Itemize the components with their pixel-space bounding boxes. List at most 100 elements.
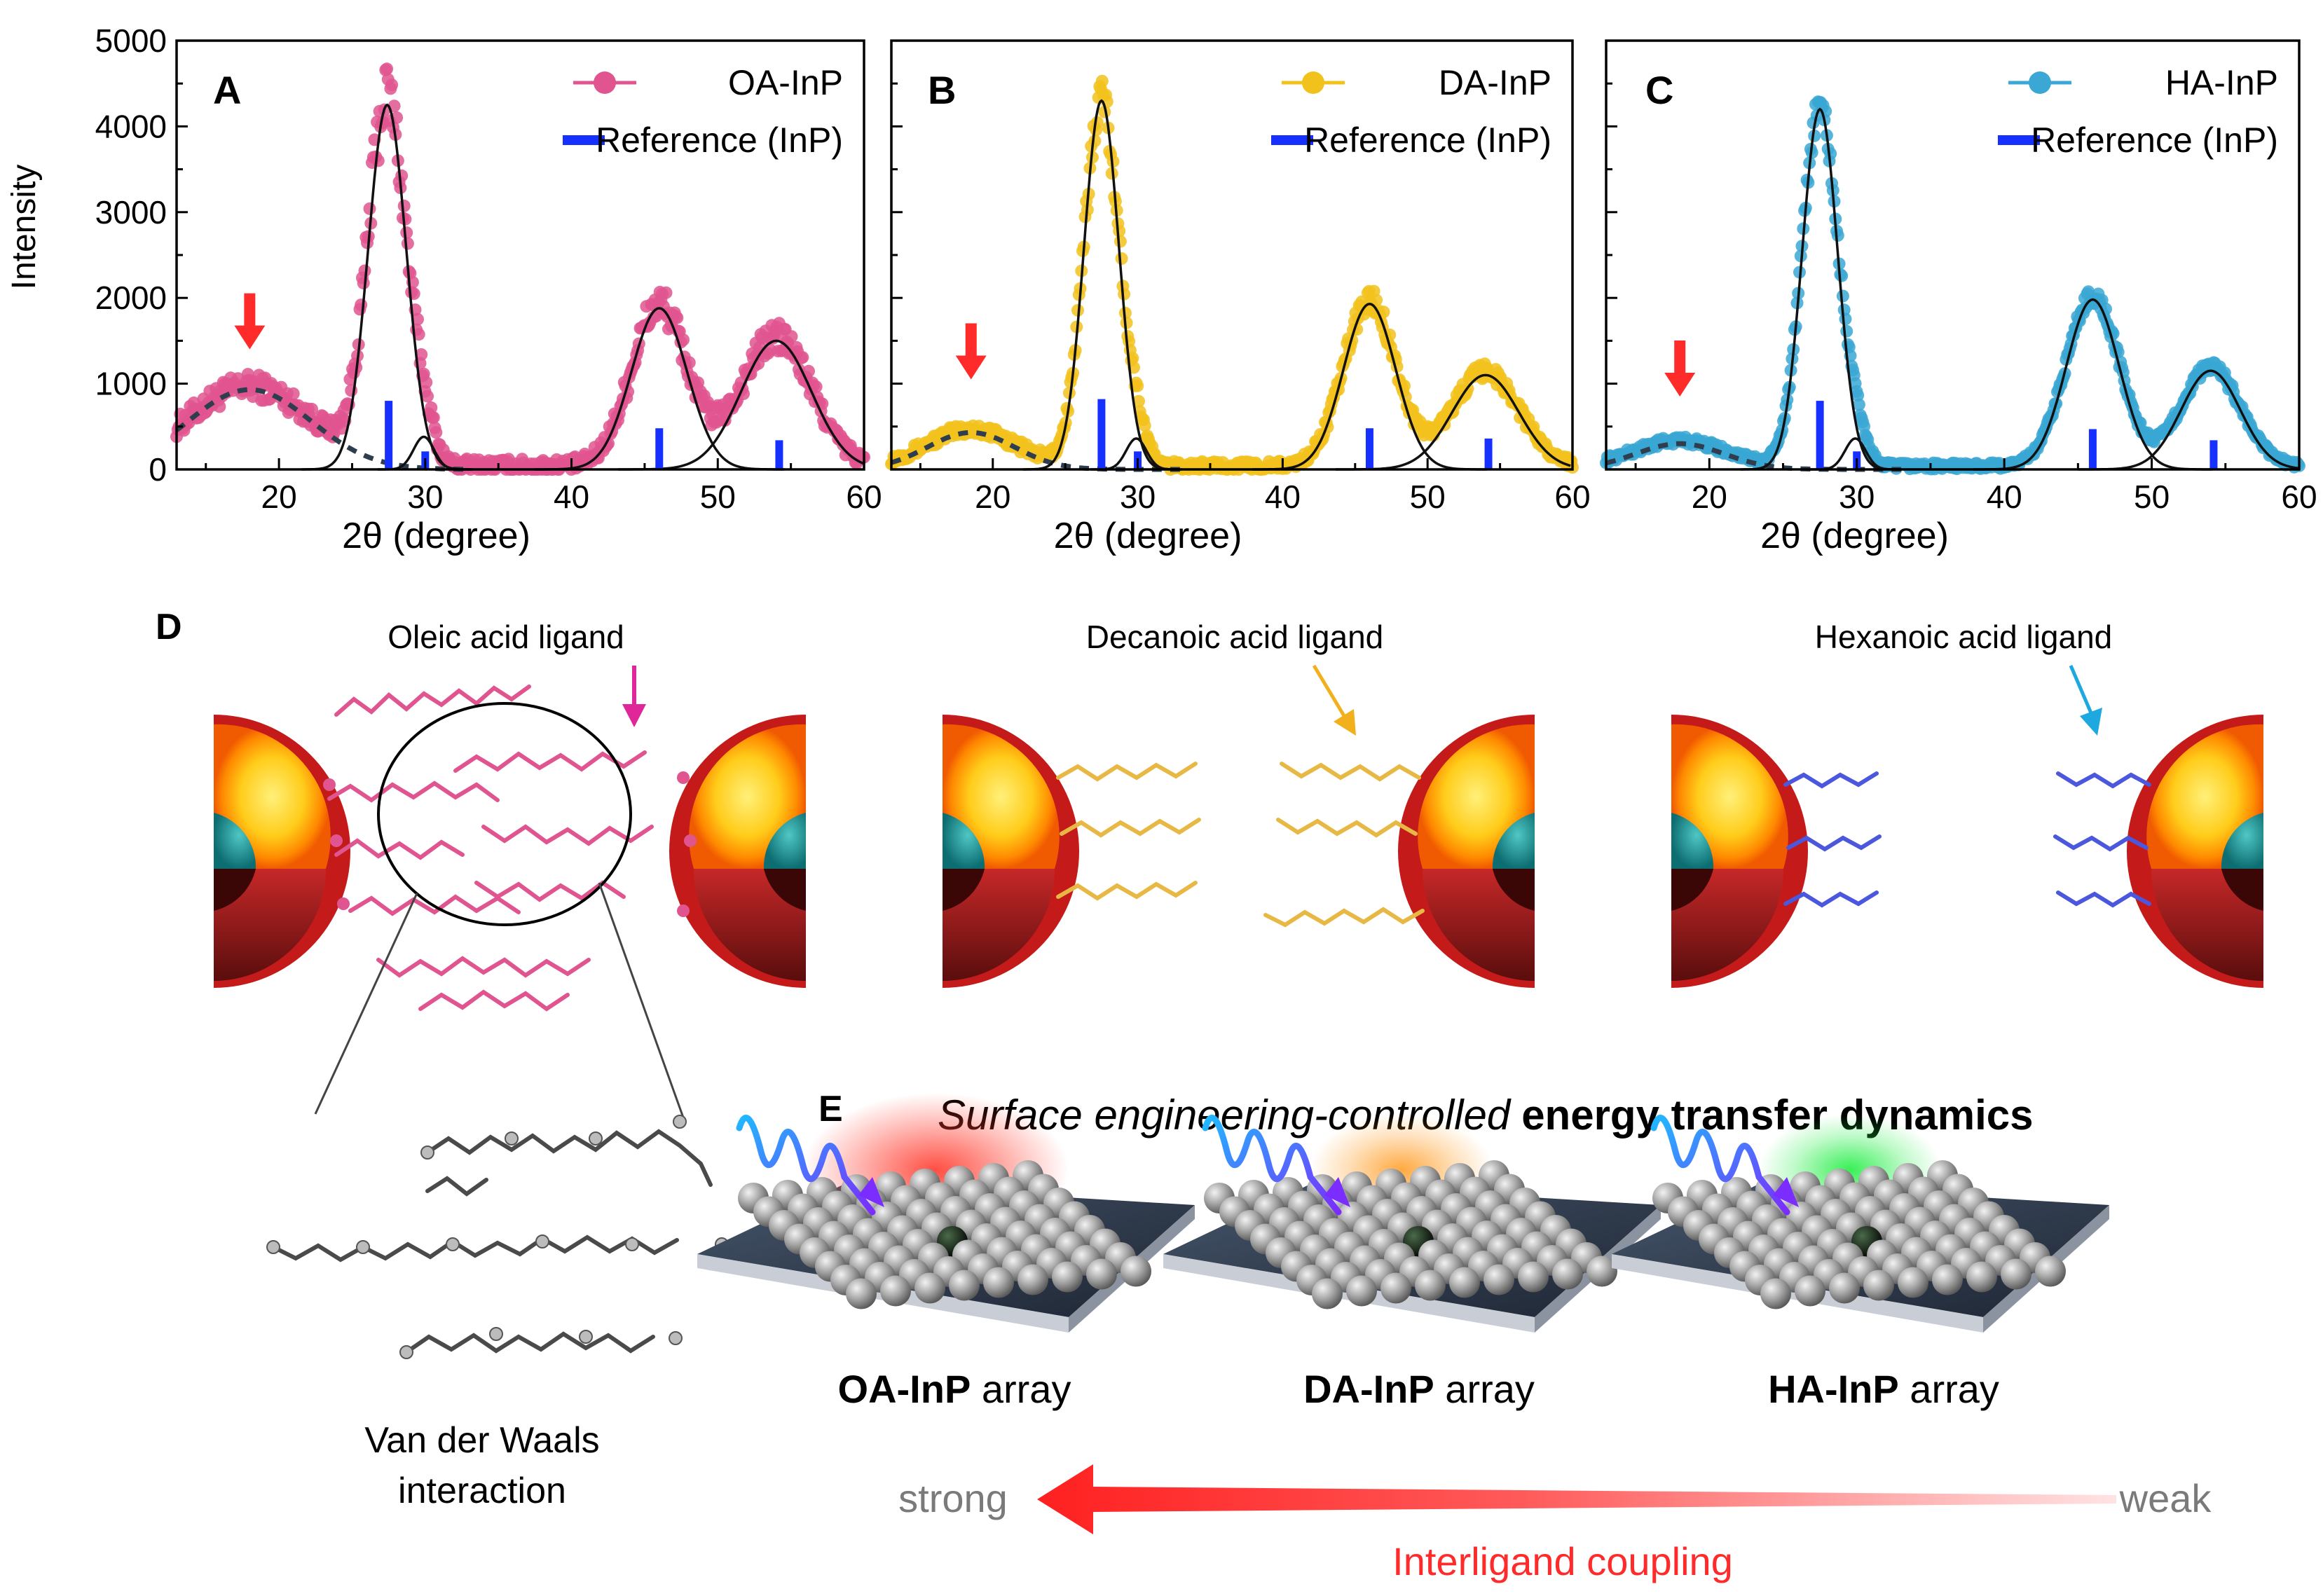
- qd-ball: [2001, 1258, 2031, 1290]
- red-arrow-head: [955, 355, 987, 380]
- da-nanocrystal-pair: Decanoic acid ligand: [943, 619, 1535, 988]
- decanoic-pointer-arrow: [1312, 664, 1348, 720]
- data-point: [802, 364, 815, 378]
- data-point: [1852, 398, 1865, 411]
- peak-fit-curve-2: [1252, 303, 1487, 471]
- data-point: [1062, 386, 1076, 399]
- reference-bar: [2209, 440, 2218, 469]
- reference-bar: [2088, 429, 2097, 469]
- data-point: [1115, 252, 1128, 265]
- qd-array-ha: [1612, 1114, 2109, 1333]
- y-tick-label: 0: [149, 451, 167, 488]
- data-point: [1132, 394, 1145, 408]
- panel-label: A: [213, 68, 241, 112]
- decanoic-pointer-head: [1334, 709, 1356, 736]
- vdw-inset-molecules: [271, 1129, 713, 1354]
- data-point: [1839, 312, 1852, 326]
- qd-ball: [949, 1270, 980, 1301]
- data-point: [1824, 147, 1837, 160]
- qd-ball: [1017, 1264, 1048, 1295]
- vdw-caption-line1: Van der Waals: [364, 1420, 599, 1461]
- legend-series-marker: [594, 71, 616, 94]
- peak-fit-curve-2: [534, 307, 785, 471]
- x-tick-label: 60: [2281, 479, 2317, 515]
- x-tick-label: 20: [261, 479, 297, 515]
- qd-ball: [2035, 1256, 2066, 1287]
- legend-reference-label: Reference (InP): [2031, 121, 2278, 160]
- excitation-arrowhead: [1773, 1177, 1799, 1207]
- x-tick-label: 30: [1839, 479, 1875, 515]
- qd-ball: [1380, 1272, 1411, 1304]
- data-point: [1138, 419, 1151, 432]
- qd-ball: [1587, 1256, 1617, 1287]
- qd-ball: [1052, 1261, 1083, 1293]
- peak-fit-curve-0: [1740, 107, 1900, 471]
- qd-ball: [1518, 1261, 1549, 1293]
- ha-ligand-chains: [1783, 771, 2151, 908]
- oa-nanocrystal-pair: Oleic acid ligand: [214, 619, 806, 1118]
- reference-bar: [1484, 438, 1493, 469]
- excitation-wave: [736, 1115, 876, 1216]
- array-label-oa-rest: array: [971, 1367, 1071, 1411]
- array-label-da: DA-InP array: [1303, 1367, 1535, 1411]
- x-tick-label: 50: [2134, 479, 2170, 515]
- x-tick-label: 30: [407, 479, 443, 515]
- hexanoic-pointer-head: [2080, 708, 2102, 736]
- data-point: [358, 264, 371, 277]
- reference-bar: [1816, 401, 1824, 469]
- panel-d-label: D: [156, 607, 182, 647]
- strong-label: strong: [898, 1476, 1008, 1520]
- reference-bar: [655, 428, 664, 469]
- oa-ligand-anchors: [323, 771, 697, 917]
- excitation-wave: [1202, 1115, 1342, 1216]
- data-point: [809, 380, 823, 393]
- interligand-coupling-arrow: [1037, 1464, 2116, 1534]
- peak-fit-curve-0: [1023, 99, 1180, 471]
- qd-ball: [1483, 1264, 1514, 1295]
- decanoic-ligand-label: Decanoic acid ligand: [1086, 619, 1384, 655]
- qd-array-da: [1163, 1114, 1661, 1333]
- data-point: [357, 277, 370, 290]
- qd-ball: [1760, 1278, 1791, 1309]
- reference-bar: [385, 401, 393, 469]
- plot-frame: [890, 39, 1574, 471]
- data-point: [306, 402, 318, 415]
- data-point: [1851, 389, 1865, 402]
- array-label-oa: OA-InP array: [838, 1367, 1071, 1411]
- data-point: [430, 426, 443, 439]
- data-point: [363, 202, 376, 215]
- excitation-arrowhead: [1324, 1177, 1350, 1207]
- y-tick-label: 4000: [95, 108, 167, 144]
- qd-array-oa: [697, 1093, 1195, 1333]
- x-tick-label: 50: [1410, 479, 1446, 515]
- qd-ball: [1086, 1258, 1117, 1290]
- data-point: [412, 328, 425, 341]
- qd-balls: [1652, 1160, 2066, 1309]
- interligand-coupling-label: Interligand coupling: [1392, 1539, 1733, 1583]
- data-point: [397, 199, 411, 212]
- x-tick-label: 20: [975, 479, 1010, 515]
- vdw-highlight-ellipse: [377, 702, 632, 926]
- panel-c-chart: 20 30 40 50 60 2θ (degree) C HA-InP Reference (I…: [1600, 39, 2317, 556]
- legend-reference-marker: [1271, 135, 1313, 145]
- data-point: [1808, 129, 1821, 142]
- qd-arrays: [697, 1093, 2109, 1333]
- data-point: [399, 212, 412, 226]
- y-tick-label: 2000: [95, 280, 167, 316]
- y-axis: [891, 39, 903, 471]
- panel-e: E Surface engineering-controlled energy t…: [697, 1089, 2212, 1583]
- x-tick-label: 40: [1265, 479, 1301, 515]
- x-tick-label: 50: [700, 479, 736, 515]
- data-point: [411, 312, 424, 326]
- da-right-nanocrystal: [1398, 715, 1535, 988]
- array-label-ha-bold: HA-InP: [1768, 1367, 1899, 1411]
- qd-ball: [983, 1267, 1014, 1298]
- y-axis: 0 1000 2000 3000 4000 5000 Intensity: [6, 22, 188, 488]
- x-tick-label: 20: [1692, 479, 1727, 515]
- panel-b-chart: 20 30 40 50 60 2θ (degree) B DA-InP Reference (I…: [885, 39, 1591, 556]
- x-tick-label: 60: [846, 479, 882, 515]
- panel-label: B: [928, 68, 956, 112]
- red-arrow-head: [1664, 372, 1696, 397]
- plot-frame: [1605, 39, 2301, 471]
